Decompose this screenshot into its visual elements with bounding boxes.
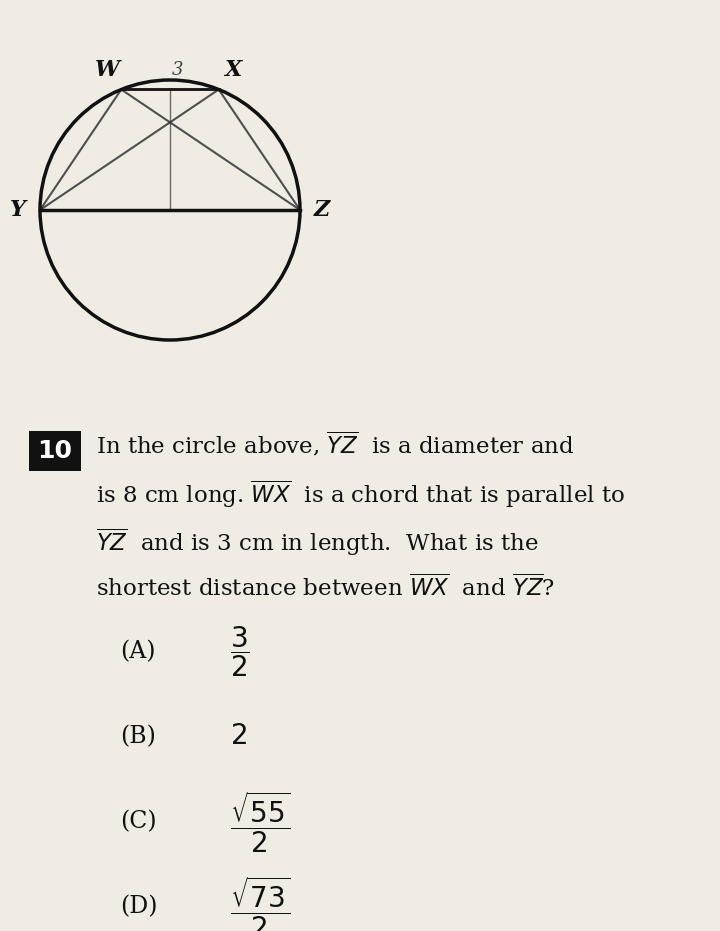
Text: (A): (A) (120, 641, 156, 664)
Text: 10: 10 (37, 439, 73, 463)
Text: In the circle above, $\overline{YZ}$  is a diameter and: In the circle above, $\overline{YZ}$ is … (96, 430, 575, 459)
Text: $\overline{YZ}$  and is 3 cm in length.  What is the: $\overline{YZ}$ and is 3 cm in length. W… (96, 526, 539, 558)
Text: shortest distance between $\overline{WX}$  and $\overline{YZ}$?: shortest distance between $\overline{WX}… (96, 574, 555, 600)
Text: 3: 3 (172, 61, 184, 79)
Text: is 8 cm long. $\overline{WX}$  is a chord that is parallel to: is 8 cm long. $\overline{WX}$ is a chord… (96, 478, 625, 509)
Text: $\dfrac{3}{2}$: $\dfrac{3}{2}$ (230, 625, 250, 680)
Text: X: X (224, 60, 241, 82)
Text: $\dfrac{\sqrt{55}}{2}$: $\dfrac{\sqrt{55}}{2}$ (230, 789, 291, 855)
Text: Z: Z (314, 199, 330, 221)
Text: (D): (D) (120, 896, 158, 919)
Text: (C): (C) (120, 811, 157, 833)
Text: Y: Y (10, 199, 26, 221)
Text: W: W (95, 60, 120, 82)
Text: (B): (B) (120, 725, 156, 749)
Text: $2$: $2$ (230, 723, 247, 750)
FancyBboxPatch shape (29, 431, 81, 471)
Text: $\dfrac{\sqrt{73}}{2}$: $\dfrac{\sqrt{73}}{2}$ (230, 874, 291, 931)
